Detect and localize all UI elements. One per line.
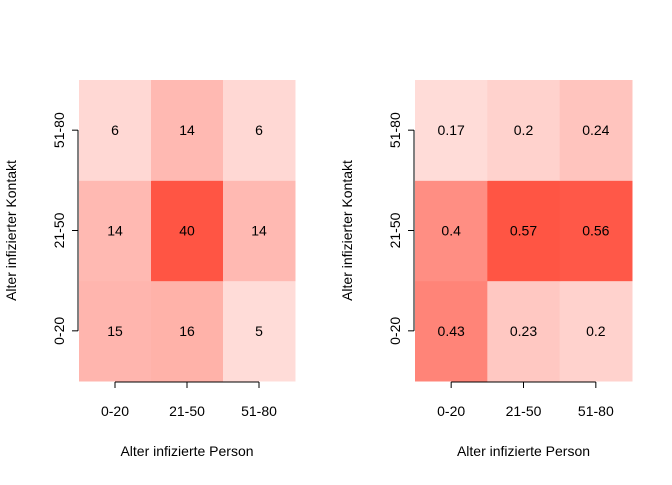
heatmap-cell	[151, 80, 224, 181]
heatmap-cell	[79, 80, 152, 181]
heatmap-cell	[223, 80, 296, 181]
heatmap-panel-right: 0.43 0.23 0.2 0.4 0.57 0.56 0.17 0.2 0.24 0-20 21-…	[339, 80, 633, 459]
heatmap-cell	[487, 80, 561, 181]
x-axis-title: Alter infizierte Person	[120, 443, 253, 459]
cell-value-label: 40	[179, 223, 195, 239]
x-tick-label: 51-80	[578, 403, 614, 419]
heatmap-cell	[151, 280, 224, 382]
y-tick-label: 51-80	[51, 112, 67, 148]
cell-value-label: 14	[251, 223, 267, 239]
cell-value-label: 6	[255, 122, 263, 138]
cell-value-label: 5	[255, 323, 263, 339]
heatmap-cell	[415, 80, 488, 181]
heatmap-cell	[415, 280, 488, 382]
y-tick-label: 51-80	[387, 112, 403, 148]
y-tick-label: 21-50	[387, 212, 403, 248]
cell-value-label: 15	[107, 323, 123, 339]
y-tick-label: 0-20	[387, 317, 403, 345]
heatmap-cell	[79, 280, 152, 382]
cell-value-label: 16	[179, 323, 195, 339]
heatmap-cell	[559, 80, 633, 181]
y-axis-title: Alter infizierter Kontakt	[3, 160, 19, 301]
y-axis-title: Alter infizierter Kontakt	[339, 160, 355, 301]
cell-value-label: 0.23	[510, 323, 537, 339]
heatmap-cell	[487, 280, 561, 382]
cell-value-label: 0.57	[510, 223, 537, 239]
heatmap-cell	[559, 280, 633, 382]
cell-value-label: 0.43	[438, 323, 465, 339]
heatmap-cell	[223, 180, 296, 282]
heatmap-panel-left: 15 16 5 14 40 14 6 14 6 0-20 21-50 51-80 0-20 21-50 51…	[3, 80, 296, 459]
cell-value-label: 0.17	[438, 122, 465, 138]
cell-value-label: 0.2	[514, 122, 534, 138]
x-tick-label: 51-80	[241, 403, 277, 419]
x-tick-label: 21-50	[169, 403, 205, 419]
heatmap-cell	[151, 180, 224, 282]
cell-value-label: 6	[111, 122, 119, 138]
x-axis-title: Alter infizierte Person	[457, 443, 590, 459]
cell-value-label: 0.2	[586, 323, 606, 339]
y-tick-label: 0-20	[51, 317, 67, 345]
x-tick-label: 21-50	[506, 403, 542, 419]
heatmap-cell	[559, 180, 633, 282]
x-tick-label: 0-20	[101, 403, 129, 419]
heatmap-cell	[487, 180, 561, 282]
heatmap-cell	[415, 180, 488, 282]
heatmap-cell	[79, 180, 152, 282]
x-tick-label: 0-20	[437, 403, 465, 419]
cell-value-label: 0.56	[582, 223, 609, 239]
cell-value-label: 14	[179, 122, 195, 138]
cell-value-label: 14	[107, 223, 123, 239]
heatmap-cell	[223, 280, 296, 382]
y-tick-label: 21-50	[51, 212, 67, 248]
cell-value-label: 0.24	[582, 122, 609, 138]
cell-value-label: 0.4	[441, 223, 461, 239]
